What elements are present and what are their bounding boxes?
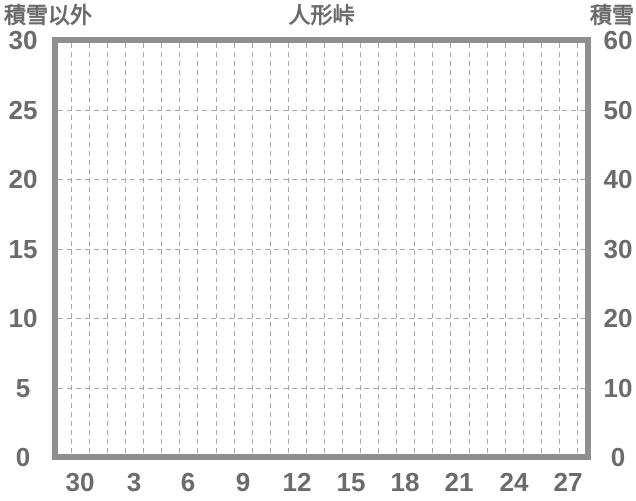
vertical-gridline [306,43,307,454]
horizontal-gridline [58,318,585,319]
vertical-gridline [432,43,433,454]
vertical-gridline [216,43,217,454]
vertical-gridline [324,43,325,454]
vertical-gridline [71,43,72,454]
vertical-gridline [89,43,90,454]
x-axis-tick-label: 30 [65,467,95,497]
right-axis-tick-label: 20 [603,303,633,333]
vertical-gridline [197,43,198,454]
left-axis-tick-label: 25 [8,95,38,125]
right-axis-tick-label: 40 [603,164,633,194]
horizontal-gridline [58,179,585,180]
vertical-gridline [414,43,415,454]
vertical-gridline [360,43,361,454]
vertical-gridline [541,43,542,454]
horizontal-gridline [58,388,585,389]
x-axis-tick-label: 18 [390,467,420,497]
x-axis-tick-label: 15 [336,467,366,497]
vertical-gridline [234,43,235,454]
right-axis-tick-label: 0 [610,442,626,472]
vertical-gridline [125,43,126,454]
left-axis-title: 積雪以外 [4,3,93,28]
x-axis-tick-label: 6 [180,467,196,497]
vertical-gridline [523,43,524,454]
right-axis-tick-label: 10 [603,373,633,403]
chart-title: 人形峠 [288,3,355,28]
left-axis-tick-label: 20 [8,164,38,194]
vertical-gridline [559,43,560,454]
vertical-gridline [577,43,578,454]
right-axis-tick-label: 30 [603,234,633,264]
vertical-gridline [143,43,144,454]
left-axis-tick-label: 10 [8,303,38,333]
left-axis-tick-label: 0 [15,442,31,472]
x-axis-tick-label: 12 [282,467,312,497]
x-axis-tick-label: 3 [126,467,142,497]
vertical-gridline [161,43,162,454]
vertical-gridline [469,43,470,454]
vertical-gridline [252,43,253,454]
x-axis-tick-label: 21 [444,467,474,497]
vertical-gridline [487,43,488,454]
right-axis-tick-label: 50 [603,95,633,125]
vertical-gridline [378,43,379,454]
left-axis-tick-label: 5 [15,373,31,403]
vertical-gridline [270,43,271,454]
plot-area [52,37,591,460]
vertical-gridline [342,43,343,454]
vertical-gridline [179,43,180,454]
vertical-gridline [107,43,108,454]
vertical-gridline [396,43,397,454]
x-axis-tick-label: 9 [235,467,251,497]
horizontal-gridline [58,110,585,111]
right-axis-title: 積雪 [589,3,634,28]
left-axis-tick-label: 15 [8,234,38,264]
x-axis-tick-label: 27 [553,467,583,497]
right-axis-tick-label: 60 [603,25,633,55]
vertical-gridline [450,43,451,454]
vertical-gridline [505,43,506,454]
x-axis-tick-label: 24 [499,467,529,497]
left-axis-tick-label: 30 [8,25,38,55]
horizontal-gridline [58,249,585,250]
vertical-gridline [288,43,289,454]
